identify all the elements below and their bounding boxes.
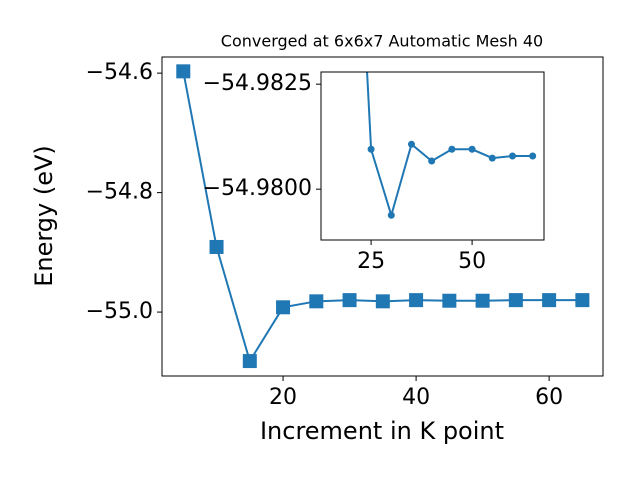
marker	[176, 64, 191, 79]
series	[366, 72, 537, 219]
line	[366, 72, 533, 219]
x-tick-label: 25	[357, 249, 385, 274]
marker	[508, 293, 523, 308]
marker	[428, 157, 436, 165]
marker	[407, 140, 415, 148]
y-tick-label: −54.9825	[203, 71, 312, 96]
chart-title: Converged at 6x6x7 Automatic Mesh 40	[221, 32, 543, 51]
y-tick-label: −54.9800	[203, 176, 312, 201]
x-tick-label: 40	[402, 385, 430, 410]
plot-frame	[320, 71, 545, 241]
y-axis-label: Energy (eV)	[30, 145, 58, 287]
x-axis-label: Increment in K point	[260, 417, 504, 445]
marker	[276, 300, 291, 315]
plot-frame	[161, 56, 604, 377]
series	[176, 64, 590, 369]
y-tick-label: −54.6	[86, 60, 153, 85]
x-tick-label: 20	[269, 385, 297, 410]
marker	[542, 293, 557, 308]
marker	[342, 293, 357, 308]
marker	[488, 154, 496, 162]
marker	[575, 293, 590, 308]
y-tick-label: −54.8	[86, 180, 153, 205]
x-tick-label: 60	[535, 385, 563, 410]
marker	[209, 239, 224, 254]
marker	[242, 354, 257, 369]
marker	[309, 294, 324, 309]
marker	[387, 211, 395, 219]
marker	[375, 294, 390, 309]
marker	[442, 293, 457, 308]
marker	[448, 145, 456, 153]
marker	[529, 152, 537, 160]
y-tick-label: −55.0	[86, 299, 153, 324]
marker	[468, 145, 476, 153]
x-tick-label: 50	[458, 249, 486, 274]
marker	[508, 152, 516, 160]
marker	[475, 293, 490, 308]
marker	[367, 145, 375, 153]
marker	[409, 293, 424, 308]
